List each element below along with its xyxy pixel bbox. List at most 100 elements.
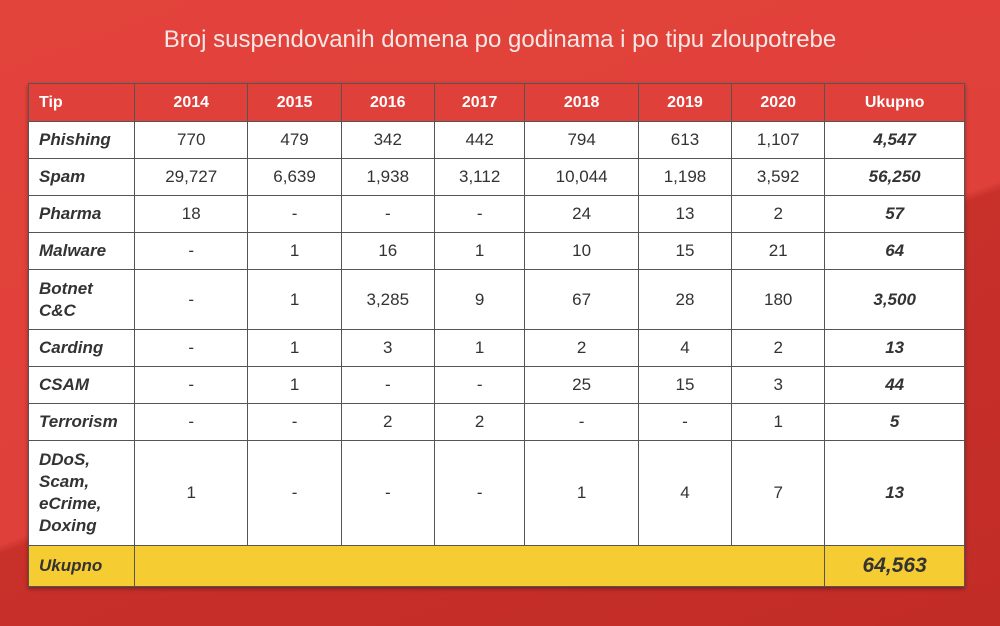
cell-value: 770 — [133, 121, 249, 159]
cell-value: 1 — [524, 440, 639, 546]
col-ukupno: Ukupno — [824, 83, 965, 122]
cell-value: 15 — [637, 232, 733, 270]
cell-value: 21 — [731, 232, 826, 270]
col-2014: 2014 — [133, 83, 249, 122]
cell-value: 9 — [433, 269, 526, 330]
cell-value: 1,198 — [637, 158, 733, 196]
cell-value: 2 — [524, 329, 639, 367]
cell-value: 10,044 — [524, 158, 639, 196]
row-total: 44 — [824, 366, 965, 404]
cell-value: - — [247, 195, 342, 233]
cell-value: - — [637, 403, 733, 441]
cell-value: - — [524, 403, 639, 441]
cell-value: 2 — [340, 403, 435, 441]
cell-value: 442 — [433, 121, 526, 159]
row-type: DDoS, Scam, eCrime, Doxing — [28, 440, 135, 546]
row-total: 56,250 — [824, 158, 965, 196]
cell-value: 1,938 — [340, 158, 435, 196]
row-total: 57 — [824, 195, 965, 233]
cell-value: 2 — [433, 403, 526, 441]
row-type: Malware — [28, 232, 135, 270]
cell-value: 1 — [247, 329, 342, 367]
table-row: Spam 29,727 6,639 1,938 3,112 10,044 1,198 3,59… — [28, 158, 965, 196]
col-2018: 2018 — [524, 83, 639, 122]
cell-value: 28 — [637, 269, 733, 330]
table-row: Botnet C&C -1 3,285 9 67 28 180 3,500 — [28, 269, 965, 330]
cell-value: 2 — [731, 329, 826, 367]
row-type: Terrorism — [28, 403, 135, 441]
cell-value: 67 — [524, 269, 639, 330]
row-total: 4,547 — [824, 121, 965, 159]
cell-value: 3,592 — [731, 158, 826, 196]
row-total: 64 — [824, 232, 965, 270]
cell-value: 342 — [340, 121, 435, 159]
total-spacer — [133, 545, 826, 587]
cell-value: 613 — [637, 121, 733, 159]
cell-value: - — [433, 366, 526, 404]
cell-value: 1 — [247, 366, 342, 404]
cell-value: 1,107 — [731, 121, 826, 159]
cell-value: 16 — [340, 232, 435, 270]
cell-value: 794 — [524, 121, 639, 159]
cell-value: 4 — [637, 329, 733, 367]
cell-value: - — [433, 440, 526, 546]
row-total: 13 — [824, 329, 965, 367]
cell-value: 1 — [133, 440, 249, 546]
cell-value: 3 — [731, 366, 826, 404]
cell-value: - — [247, 440, 342, 546]
cell-value: 10 — [524, 232, 639, 270]
total-label: Ukupno — [28, 545, 135, 587]
row-type: Phishing — [28, 121, 135, 159]
cell-value: - — [340, 366, 435, 404]
cell-value: 24 — [524, 195, 639, 233]
table-row: Carding -1 3 1 2 4 2 13 — [28, 329, 965, 367]
cell-value: - — [133, 232, 249, 270]
row-type: Botnet C&C — [28, 269, 135, 330]
row-total: 3,500 — [824, 269, 965, 330]
cell-value: 18 — [133, 195, 249, 233]
table-row: DDoS, Scam, eCrime, Doxing 1- - -1 4 7 13 — [28, 440, 965, 546]
cell-value: 3 — [340, 329, 435, 367]
col-tip: Tip — [28, 83, 135, 122]
row-total: 5 — [824, 403, 965, 441]
cell-value: - — [340, 440, 435, 546]
cell-value: 3,285 — [340, 269, 435, 330]
cell-value: - — [133, 329, 249, 367]
total-row: Ukupno 64,563 — [28, 545, 965, 587]
cell-value: 15 — [637, 366, 733, 404]
cell-value: 6,639 — [247, 158, 342, 196]
cell-value: - — [133, 403, 249, 441]
cell-value: 1 — [247, 269, 342, 330]
page-title: Broj suspendovanih domena po godinama i … — [163, 26, 837, 53]
cell-value: - — [133, 269, 249, 330]
cell-value: - — [247, 403, 342, 441]
grand-total: 64,563 — [824, 545, 965, 587]
row-type: Spam — [28, 158, 135, 196]
cell-value: 180 — [731, 269, 826, 330]
cell-value: 3,112 — [433, 158, 526, 196]
row-type: Carding — [28, 329, 135, 367]
table-row: CSAM -1- -25 15 3 44 — [28, 366, 965, 404]
col-2020: 2020 — [731, 83, 826, 122]
table-row: Phishing 770 479 342 442 794 613 1,107 4,547 — [28, 121, 965, 159]
cell-value: 29,727 — [133, 158, 249, 196]
cell-value: 25 — [524, 366, 639, 404]
col-2017: 2017 — [433, 83, 526, 122]
table-row: Pharma 18- - -24 13 2 57 — [28, 195, 965, 233]
cell-value: 479 — [247, 121, 342, 159]
cell-value: - — [133, 366, 249, 404]
cell-value: 2 — [731, 195, 826, 233]
header-row: Tip 2014 2015 2016 2017 2018 2019 2020 U… — [28, 83, 965, 122]
cell-value: 1 — [433, 232, 526, 270]
cell-value: - — [433, 195, 526, 233]
col-2016: 2016 — [340, 83, 435, 122]
table-row: Terrorism - -2 2- -1 5 — [28, 403, 965, 441]
abuse-table: Tip 2014 2015 2016 2017 2018 2019 2020 U… — [28, 83, 965, 587]
table-row: Malware -1 16 1 10 15 21 64 — [28, 232, 965, 270]
cell-value: - — [340, 195, 435, 233]
row-total: 13 — [824, 440, 965, 546]
cell-value: 4 — [637, 440, 733, 546]
cell-value: 1 — [731, 403, 826, 441]
cell-value: 13 — [637, 195, 733, 233]
col-2015: 2015 — [247, 83, 342, 122]
